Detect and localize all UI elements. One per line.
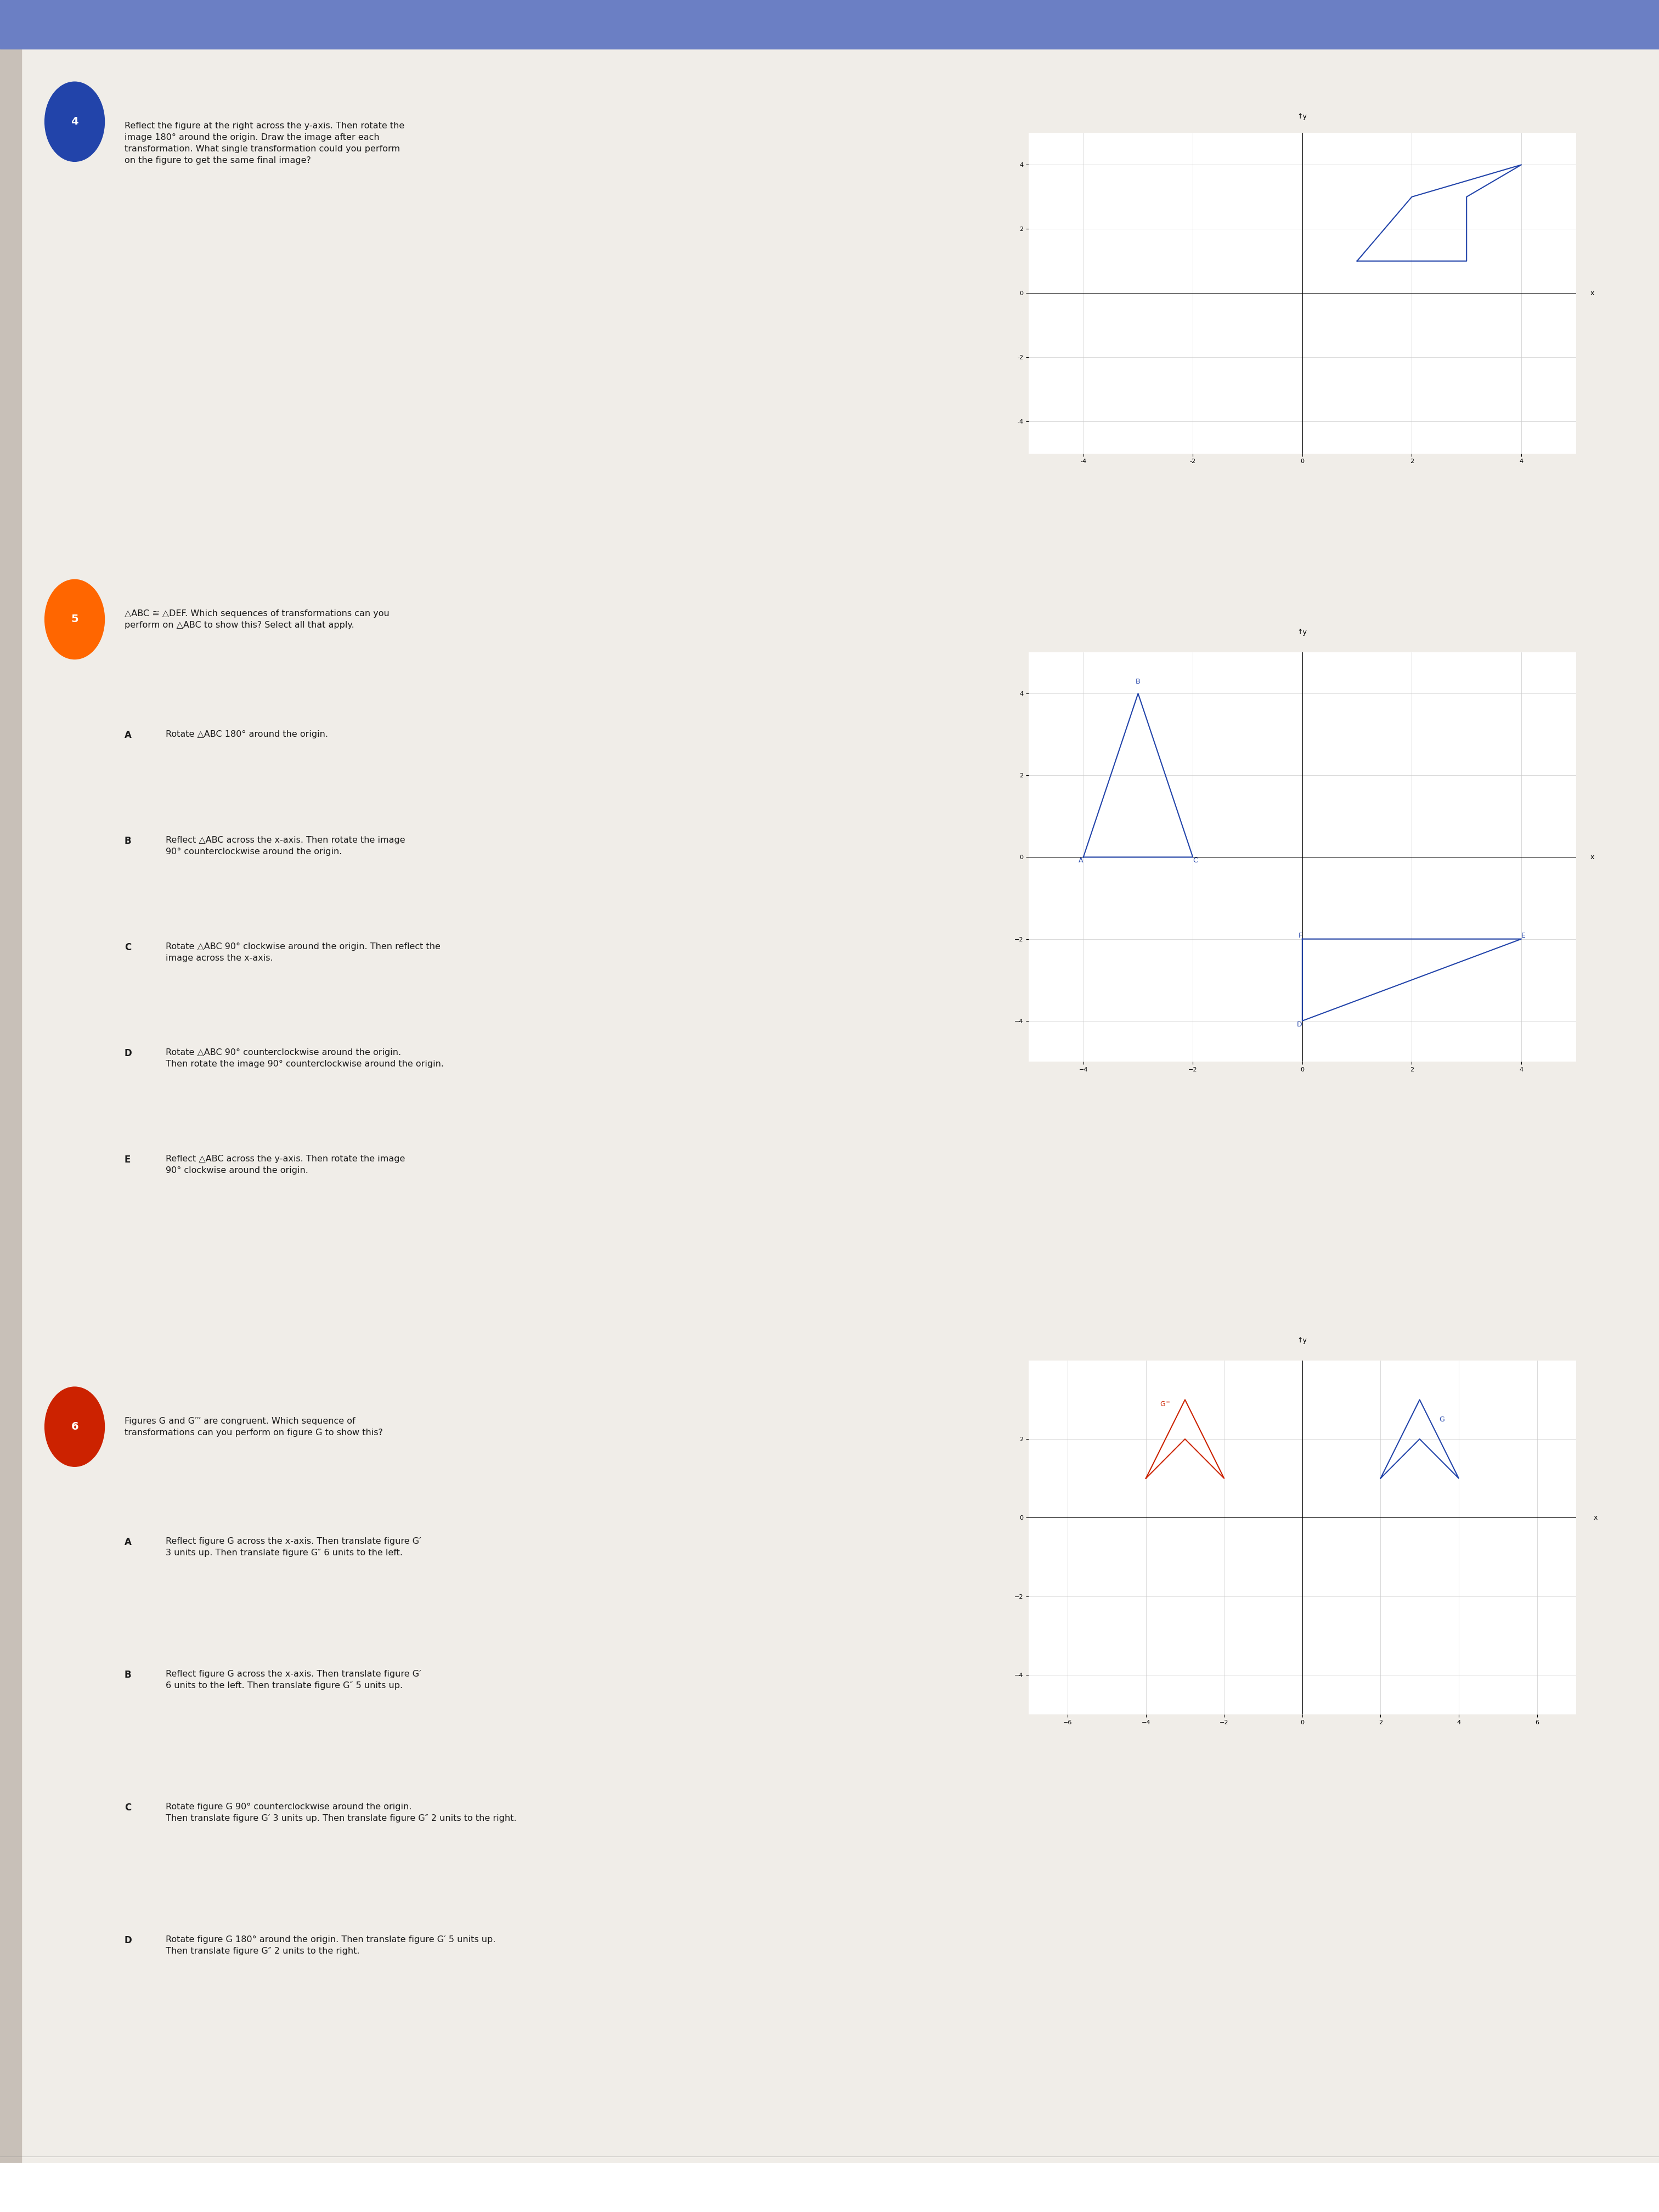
Text: G''': G''' (1160, 1400, 1171, 1407)
Text: A: A (124, 1537, 131, 1546)
Text: ulum Associates, LLC   Copying is not permitted.: ulum Associates, LLC Copying is not perm… (50, 2181, 216, 2190)
Text: Rotate △ABC 180° around the origin.: Rotate △ABC 180° around the origin. (166, 730, 328, 739)
Circle shape (45, 82, 105, 161)
Circle shape (45, 1387, 105, 1467)
Text: Rotate △ABC 90° clockwise around the origin. Then reflect the
image across the x: Rotate △ABC 90° clockwise around the ori… (166, 942, 441, 962)
Text: Reflect △ABC across the y-axis. Then rotate the image
90° clockwise around the o: Reflect △ABC across the y-axis. Then rot… (166, 1155, 405, 1175)
Text: 6: 6 (71, 1422, 78, 1431)
Text: C: C (1193, 856, 1198, 865)
Text: E: E (1521, 931, 1526, 938)
Text: D: D (124, 1936, 133, 1944)
Bar (0, 0, 1659, 49)
Text: Rotate △ABC 90° counterclockwise around the origin.
Then rotate the image 90° co: Rotate △ABC 90° counterclockwise around … (166, 1048, 445, 1068)
Text: LESSON 3  Work with Sequences of Transformations and Congruence: LESSON 3 Work with Sequences of Transfor… (712, 2181, 947, 2190)
Text: C: C (124, 1803, 131, 1812)
Text: Figures G and G′′′ are congruent. Which sequence of
transformations can you perf: Figures G and G′′′ are congruent. Which … (124, 1418, 383, 1436)
Text: 4: 4 (71, 117, 78, 126)
Text: 5: 5 (71, 615, 78, 624)
Text: 63: 63 (1596, 2181, 1609, 2190)
Text: x: x (1594, 1513, 1598, 1522)
Bar (0, 0, 22, 2212)
Text: Reflect figure G across the x-axis. Then translate figure G′
3 units up. Then tr: Reflect figure G across the x-axis. Then… (166, 1537, 421, 1557)
Text: ↑y: ↑y (1297, 1336, 1307, 1345)
Text: D: D (124, 1048, 133, 1057)
Text: A: A (124, 730, 131, 739)
Text: ↑y: ↑y (1297, 113, 1307, 119)
Text: Reflect figure G across the x-axis. Then translate figure G′
6 units to the left: Reflect figure G across the x-axis. Then… (166, 1670, 421, 1690)
Text: E: E (124, 1155, 131, 1164)
Text: F: F (1299, 931, 1302, 938)
Text: A: A (1078, 856, 1083, 865)
Text: Reflect △ABC across the x-axis. Then rotate the image
90° counterclockwise aroun: Reflect △ABC across the x-axis. Then rot… (166, 836, 405, 856)
Text: D: D (1297, 1022, 1302, 1029)
Text: ↑y: ↑y (1297, 628, 1307, 635)
Circle shape (45, 580, 105, 659)
Text: Reflect the figure at the right across the y-axis. Then rotate the
image 180° ar: Reflect the figure at the right across t… (124, 122, 405, 164)
Text: x: x (1591, 290, 1594, 296)
Text: Rotate figure G 180° around the origin. Then translate figure G′ 5 units up.
The: Rotate figure G 180° around the origin. … (166, 1936, 496, 1955)
Text: B: B (124, 836, 131, 845)
Text: Rotate figure G 90° counterclockwise around the origin.
Then translate figure G′: Rotate figure G 90° counterclockwise aro… (166, 1803, 516, 1823)
Text: G: G (1438, 1416, 1445, 1422)
Text: x: x (1591, 854, 1594, 860)
Text: △ABC ≅ △DEF. Which sequences of transformations can you
perform on △ABC to show : △ABC ≅ △DEF. Which sequences of transfor… (124, 611, 390, 628)
Text: C: C (124, 942, 131, 951)
Text: B: B (1136, 679, 1140, 686)
Text: B: B (124, 1670, 131, 1679)
Bar (0, 2163, 1659, 2212)
